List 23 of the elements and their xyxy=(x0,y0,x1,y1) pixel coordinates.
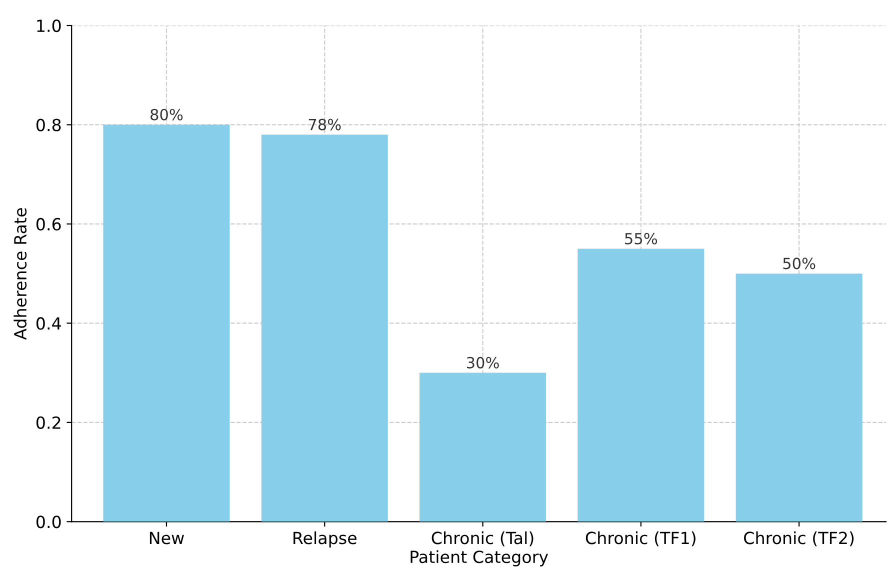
y-tick-label: 0.0 xyxy=(36,516,61,528)
x-tick-label: Relapse xyxy=(294,531,356,548)
data-label: 80% xyxy=(150,108,183,120)
y-axis-title: Adherence Rate xyxy=(14,208,27,340)
data-label: 78% xyxy=(308,118,341,130)
x-axis-title: Patient Category xyxy=(410,550,548,566)
x-tick-label: Chronic (Tal) xyxy=(432,531,534,546)
y-tick-label: 0.2 xyxy=(36,416,60,429)
y-tick-label: 0.4 xyxy=(36,317,61,330)
y-tick-label: 1.0 xyxy=(37,19,61,32)
data-label: 30% xyxy=(466,356,499,368)
data-label: 55% xyxy=(625,232,658,244)
x-tick-label: Chronic (TF1) xyxy=(586,531,696,546)
data-label: 50% xyxy=(783,258,816,270)
y-tick-label: 0.8 xyxy=(36,118,61,132)
y-tick-label: 0.6 xyxy=(36,218,61,231)
x-tick-label: New xyxy=(150,532,184,544)
bar xyxy=(103,124,230,522)
bar xyxy=(420,372,546,522)
bar xyxy=(261,134,388,522)
x-tick-label: Chronic (TF2) xyxy=(744,531,854,546)
bar xyxy=(578,248,704,522)
bar xyxy=(736,274,862,522)
